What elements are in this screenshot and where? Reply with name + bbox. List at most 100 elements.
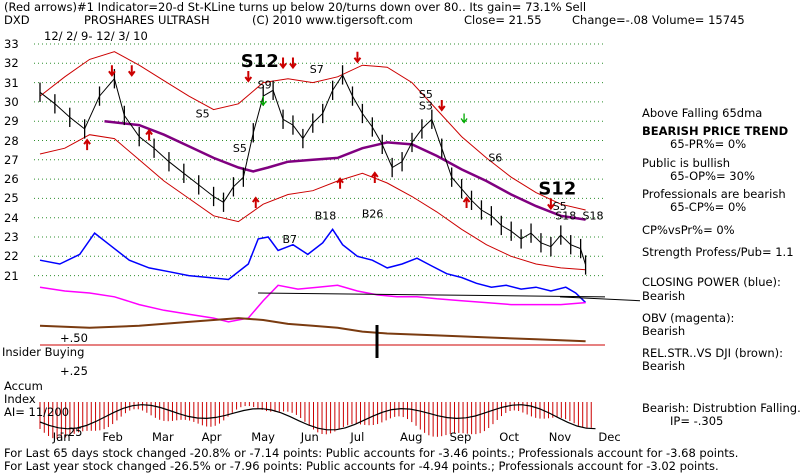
cp-trendline-ext [559,296,641,302]
signal-label: S18 [555,210,576,223]
obv-line [39,284,586,323]
x-tick-label: Feb [102,430,123,444]
x-tick-label: Dec [598,430,621,444]
x-tick-label: Oct [499,430,520,444]
upper-band-line [39,51,586,211]
signal-label: S9 [258,78,272,91]
indicator-description: (Red arrows)#1 Indicator=20-d St-KLine t… [4,0,587,14]
signal-label: S12 [538,179,576,200]
signal-label: B7 [282,233,297,246]
cp-vs-pr: CP%vsPr%= 0% [642,223,735,237]
date-range: 12/ 2/ 9- 12/ 3/ 10 [44,29,148,43]
y-tick-label: 29 [4,114,19,129]
ticker-symbol: DXD [4,13,30,27]
pros-value: 65-CP%= 0% [670,200,747,214]
fund-name: PROSHARES ULTRASH [84,13,210,27]
obv-title: OBV (magenta): [642,311,735,325]
signal-label: S3 [419,100,433,113]
signal-label: S6 [488,152,502,165]
y-tick-label: 21 [4,268,19,283]
sell-arrow [353,51,362,64]
accum-label-2: Index [4,392,36,406]
pros-title: Professionals are bearish [642,187,786,201]
y-tick-label: 23 [4,230,19,244]
accum-title: Bearish: Distrubtion Falling. [642,401,800,415]
x-tick-label: May [251,430,275,444]
insider-buying-label: Insider Buying [2,345,85,359]
trend-title: BEARISH PRICE TREND [642,124,789,138]
accum-value: IP= -.305 [670,414,724,428]
y-tick-label: 27 [4,152,19,167]
relstr-line [39,317,586,343]
y-tick-label: 28 [4,133,19,148]
buy-arrow [145,128,153,141]
change-value: Change=-.08 [572,13,649,27]
buy-arrow [462,196,471,209]
y-tick-label: 32 [4,56,19,71]
buy-arrow [336,177,344,189]
sell-arrow [547,198,555,211]
sell-arrow [127,65,136,77]
x-tick-label: Mar [152,430,174,444]
tick-minus-25: -.25 [60,425,83,439]
trend-value: 65-PR%= 0% [670,137,747,151]
x-tick-label: Sep [449,430,472,444]
copyright: (C) 2010 www.tigersoft.com [252,13,413,27]
strength-ratio: Strength Profess/Pub= 1.1 [642,245,794,259]
green-arrow [259,96,267,107]
buy-arrow [251,196,260,209]
footer-last-year: For Last year stock changed -26.5% or -7… [4,459,719,473]
x-tick-label: Jan [52,430,71,444]
cp-trendline [257,292,606,298]
cp-title: CLOSING POWER (blue): [642,275,781,289]
signal-label: B18 [315,210,337,223]
public-value: 65-OP%= 30% [670,169,755,183]
signal-label: B26 [362,208,384,221]
volume-value: Volume= 15745 [652,13,745,27]
sell-arrow [244,71,253,83]
signal-label: S5 [419,88,433,101]
accum-line [39,404,596,431]
y-tick-label: 24 [4,210,19,225]
close-value: Close= 21.55 [464,13,542,27]
y-tick-label: 26 [4,172,19,187]
buy-arrow [371,171,379,183]
x-tick-label: Aug [400,430,423,444]
x-tick-label: Apr [201,430,222,444]
y-tick-label: 22 [4,249,19,264]
relstr-title: REL.STR..VS DJI (brown): [642,346,784,360]
signal-label: S5 [553,200,567,213]
x-tick-label: Jun [300,430,319,444]
accum-label-1: Accum [4,379,43,393]
y-tick-label: 30 [4,94,19,109]
buy-arrow [83,138,91,151]
sell-arrow [108,65,116,77]
obv-value: Bearish [642,324,686,338]
closing-power-line [39,227,587,304]
y-tick-label: 33 [4,37,19,51]
signal-label: S5 [196,107,210,120]
accum-bars [39,402,596,440]
accum-index-value: AI= 11/200 [4,405,70,419]
tick-plus-25: +.25 [60,364,88,378]
signal-label: S18 [583,210,604,223]
cp-value: Bearish [642,289,686,303]
ma65-line [104,119,586,221]
signal-label: S12 [241,51,279,72]
sell-arrow [279,57,287,70]
sell-arrow [289,57,297,70]
series-lines [39,51,641,358]
relstr-value: Bearish [642,359,686,373]
green-arrow [460,113,468,124]
sell-arrow [437,99,446,112]
signal-label: S7 [310,63,324,76]
signal-label: S5 [233,142,247,155]
y-tick-label: 25 [4,191,19,206]
tick-plus-50: +.50 [60,331,88,345]
y-tick-label: 31 [4,75,19,90]
price-line [39,73,587,266]
x-tick-label: Nov [548,430,572,444]
lower-band-line [39,134,586,271]
